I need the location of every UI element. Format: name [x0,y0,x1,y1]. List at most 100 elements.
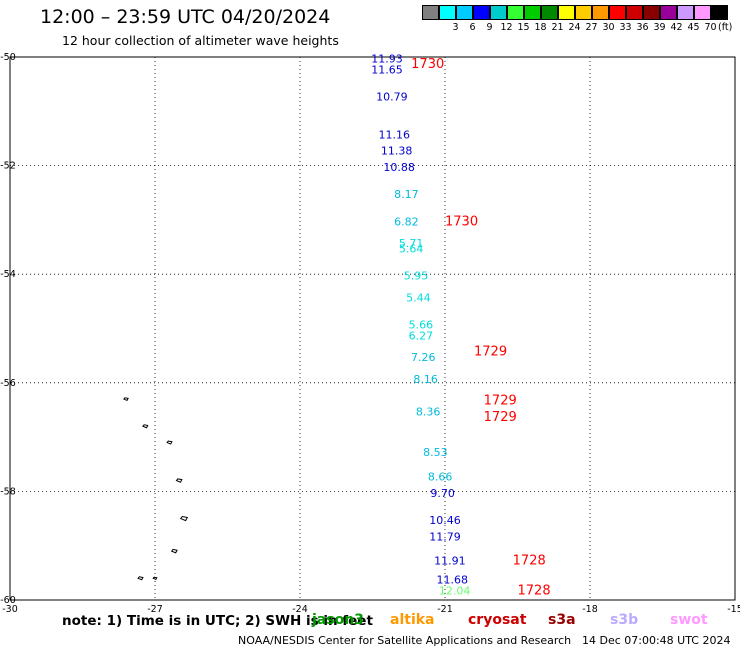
color-swatch [558,5,575,20]
y-tick-label: -58 [0,486,16,497]
wave-height-label: 5.66 [409,319,434,332]
satellite-legend-s3b: s3b [610,612,639,628]
wave-height-label: 6.27 [409,329,434,342]
wave-height-label: 7.26 [411,351,436,364]
wave-height-label: 5.95 [404,270,429,283]
color-scale-tick-label: 33 [619,22,632,33]
pass-time-label: 1728 [513,554,546,569]
color-swatch [643,5,660,20]
y-tick-label: -54 [0,269,16,280]
pass-time-label: 1730 [445,214,478,229]
wave-height-label: 11.16 [379,128,411,141]
satellite-legend-jason3: jason3 [312,612,364,628]
color-swatch [575,5,592,20]
wave-height-label: 8.36 [416,405,441,418]
island-outlines [123,397,189,581]
y-tick-label: -60 [0,595,16,606]
wave-height-label: 10.88 [383,161,415,174]
color-scale-tick-label: 27 [585,22,598,33]
island-outline [137,576,144,581]
footer-timestamp: 14 Dec 07:00:48 UTC 2024 [582,634,731,647]
color-swatch [422,5,439,20]
legend-unit-label: (ft) [718,22,733,33]
pass-time-label: 1730 [411,57,444,72]
pass-time-label: 1729 [484,410,517,425]
y-tick-label: -50 [0,52,16,63]
wave-height-label: 10.79 [376,90,408,103]
x-tick-label: -21 [437,604,453,615]
color-scale-tick-label: 18 [534,22,547,33]
wave-height-label: 11.38 [381,145,413,158]
wave-height-label: 8.16 [413,373,438,386]
y-tick-label: -56 [0,378,16,389]
x-tick-label: -30 [2,604,18,615]
color-swatch [473,5,490,20]
satellite-legend-s3a: s3a [548,612,576,628]
wave-height-label: 11.93 [371,52,403,65]
color-swatch [490,5,507,20]
color-scale-tick-label: 24 [568,22,581,33]
axis-tick-labels: -30 -27 -24 -21 -18 -15 -50 -52 -54 -56 -58 -60 [0,52,740,615]
wave-height-label: 8.53 [423,446,448,459]
island-outline [166,440,173,445]
pass-time-label: 1728 [518,584,551,599]
wave-height-label: 8.66 [428,471,453,484]
footer-credit: NOAA/NESDIS Center for Satellite Applica… [238,634,572,647]
pass-time-label: 1729 [474,345,507,360]
island-outline [179,515,189,522]
color-scale-tick-label: 15 [517,22,530,33]
x-tick-label: -18 [582,604,598,615]
x-tick-label: -24 [292,604,308,615]
color-scale-tick-label: 36 [636,22,649,33]
island-outline [142,424,149,429]
satellite-legend-altika: altika [390,612,435,628]
color-scale-tick-label: 6 [469,22,476,33]
plot-frame [9,56,736,601]
wave-height-label: 8.17 [394,188,419,201]
wave-height-label: 5.71 [399,237,424,250]
color-scale-tick-label: 39 [653,22,666,33]
color-swatch [524,5,541,20]
color-scale-tick-label: 30 [602,22,615,33]
island-outline [170,548,178,554]
color-scale-tick-label: 42 [670,22,683,33]
color-swatch [677,5,694,20]
units-note: note: 1) Time is in UTC; 2) SWH is in fe… [62,613,373,629]
chart-subtitle: 12 hour collection of altimeter wave hei… [62,33,339,48]
x-tick-label: -15 [727,604,740,615]
wave-height-label: 11.91 [434,555,466,568]
wave-height-label: 11.68 [437,574,469,587]
wave-height-label: 5.64 [399,242,424,255]
color-scale-tick-label: 45 [687,22,700,33]
pass-time-label: 1729 [484,394,517,409]
x-tick-label: -27 [147,604,163,615]
color-scale-tick-label: 70 [704,22,717,33]
wave-height-label: 12.04 [439,585,471,598]
color-scale-tick-label: 21 [551,22,564,33]
wave-height-label: 5.44 [406,291,431,304]
color-scale-tick-label: 12 [500,22,513,33]
island-outline [152,576,158,581]
wave-height-label: 9.70 [430,487,455,500]
color-swatch [694,5,711,20]
color-swatch [609,5,626,20]
color-swatch [660,5,677,20]
color-swatch [711,5,728,20]
color-swatch [456,5,473,20]
color-swatch [507,5,524,20]
satellite-legend-swot: swot [670,612,708,628]
wave-height-label: 11.79 [429,530,461,543]
island-outline [123,397,129,402]
color-swatch [626,5,643,20]
color-scale-tick-label: 9 [486,22,493,33]
color-swatch [541,5,558,20]
satellite-legend-cryosat: cryosat [468,612,527,628]
color-scale-tick-label: 3 [452,22,459,33]
wave-height-label: 6.82 [394,215,419,228]
wave-height-label: 10.46 [429,514,461,527]
y-tick-label: -52 [0,161,16,172]
color-swatch [439,5,456,20]
